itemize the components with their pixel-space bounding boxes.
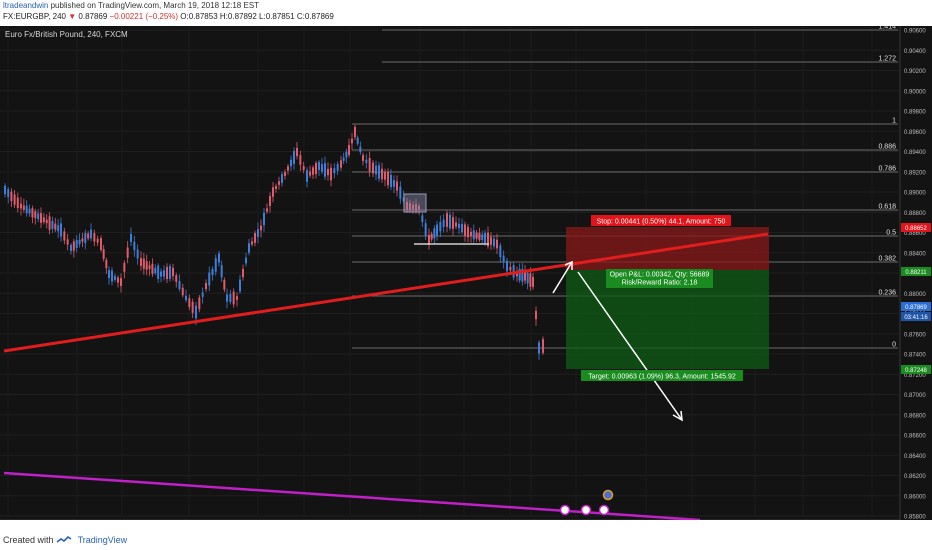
stop-label: Stop: 0.00441 (0.50%) 44.1, Amount: 750 xyxy=(597,219,726,226)
open-label: O:0.87853 xyxy=(180,12,218,21)
price-tick-label: 0.86000 xyxy=(904,494,926,500)
header: ltradeandwin published on TradingView.co… xyxy=(0,0,932,26)
highlight-box[interactable] xyxy=(403,193,427,213)
entry-price-text: 0.88211 xyxy=(905,270,927,276)
countdown-tag xyxy=(901,312,931,321)
footer: Created with TradingView xyxy=(0,530,932,550)
entry-price-tag xyxy=(901,267,931,276)
fib-level-label: 0.5 xyxy=(886,230,896,237)
price-tick-label: 0.90200 xyxy=(904,69,926,75)
price-tick-label: 0.90400 xyxy=(904,49,926,55)
tradingview-logo-icon xyxy=(56,536,72,543)
price-tick-label: 0.87200 xyxy=(904,373,926,379)
stop-label-box xyxy=(591,215,731,226)
close-label: C:0.87869 xyxy=(296,12,334,21)
publish-line: ltradeandwin published on TradingView.co… xyxy=(3,1,259,10)
candlesticks xyxy=(4,124,544,360)
price-tick-label: 0.89000 xyxy=(904,191,926,197)
author-link[interactable]: ltradeandwin xyxy=(3,1,49,10)
price-tick-label: 0.86800 xyxy=(904,413,926,419)
price-tick-label: 0.89600 xyxy=(904,130,926,136)
chart-area[interactable]: 0.90600 0.90400 0.90200 0.90000 0.89800 0.896… xyxy=(0,26,932,520)
price-tick-label: 0.86600 xyxy=(904,434,926,440)
fib-level-label: 0.886 xyxy=(878,144,896,151)
fib-level-label: 0.618 xyxy=(878,204,896,211)
price-tick-label: 0.89400 xyxy=(904,150,926,156)
change-label: −0.00221 (−0.25%) xyxy=(109,12,179,21)
fib-level-label: 1.272 xyxy=(878,56,896,63)
event-icons[interactable] xyxy=(559,489,614,516)
price-label: 0.87869 xyxy=(78,12,108,21)
price-tick-label: 0.87000 xyxy=(904,393,926,399)
countdown-text: 03:41:16 xyxy=(904,315,928,321)
price-tick-label: 0.88400 xyxy=(904,251,926,257)
target-price-text: 0.87248 xyxy=(905,368,927,374)
created-label: Created with xyxy=(3,535,54,545)
fib-level-label: 0.786 xyxy=(878,166,896,173)
stop-price-text: 0.88652 xyxy=(905,226,927,232)
channel-line[interactable] xyxy=(3,471,701,520)
price-tick-label: 0.88800 xyxy=(904,211,926,217)
fib-level-label: 1 xyxy=(892,118,896,125)
price-tick-label: 0.86400 xyxy=(904,454,926,460)
price-tick-label: 0.85800 xyxy=(904,515,926,521)
price-tick-label: 0.90000 xyxy=(904,89,926,95)
trendline[interactable] xyxy=(3,232,769,353)
symbol-label: FX:EURGBP, 240 xyxy=(3,12,66,21)
target-price-tag xyxy=(901,365,931,374)
low-label: L:0.87851 xyxy=(259,12,295,21)
publish-info: published on TradingView.com, March 19, … xyxy=(50,1,260,10)
high-label: H:0.87892 xyxy=(219,12,257,21)
price-tick-label: 0.87400 xyxy=(904,353,926,359)
price-tick-labels: 0.90600 0.90400 0.90200 0.90000 0.89800 0.896… xyxy=(904,29,926,521)
stop-price-tag xyxy=(901,223,931,232)
ohlc-line: FX:EURGBP, 240 ▼ 0.87869 −0.00221 (−0.25… xyxy=(3,12,334,21)
current-price-tag xyxy=(901,302,931,311)
price-tick-label: 0.87600 xyxy=(904,332,926,338)
target-label-box xyxy=(581,370,743,381)
pnl-label: Open P&L: 0.00342, Qty: 56689 xyxy=(610,272,710,279)
fib-level-label: 1.414 xyxy=(878,26,896,31)
price-tick-label: 0.88600 xyxy=(904,231,926,237)
fib-level-label: 0.236 xyxy=(878,290,896,297)
price-tick-label: 0.90600 xyxy=(904,29,926,35)
down-arrow-icon: ▼ xyxy=(68,12,77,21)
fib-level-label: 0 xyxy=(892,342,896,349)
price-tick-label: 0.89200 xyxy=(904,170,926,176)
fib-level-label: 0.382 xyxy=(878,256,896,263)
price-tick-label: 0.89800 xyxy=(904,110,926,116)
rr-label: Risk/Reward Ratio: 2.18 xyxy=(622,280,698,287)
chart-canvas[interactable]: 0.90600 0.90400 0.90200 0.90000 0.89800 0.896… xyxy=(0,26,932,520)
chart-title: Euro Fx/British Pound, 240, FXCM xyxy=(5,30,128,39)
price-tick-label: 0.88000 xyxy=(904,292,926,298)
price-tick-label: 0.86200 xyxy=(904,474,926,480)
target-label: Target: 0.00963 (1.09%) 96.3, Amount: 15… xyxy=(588,374,736,381)
tradingview-link[interactable]: TradingView xyxy=(77,535,128,545)
pnl-label-box xyxy=(606,269,713,288)
projection-arrows[interactable] xyxy=(552,260,683,422)
current-price-text: 0.87869 xyxy=(905,305,927,311)
created-with: Created with TradingView xyxy=(3,535,127,545)
